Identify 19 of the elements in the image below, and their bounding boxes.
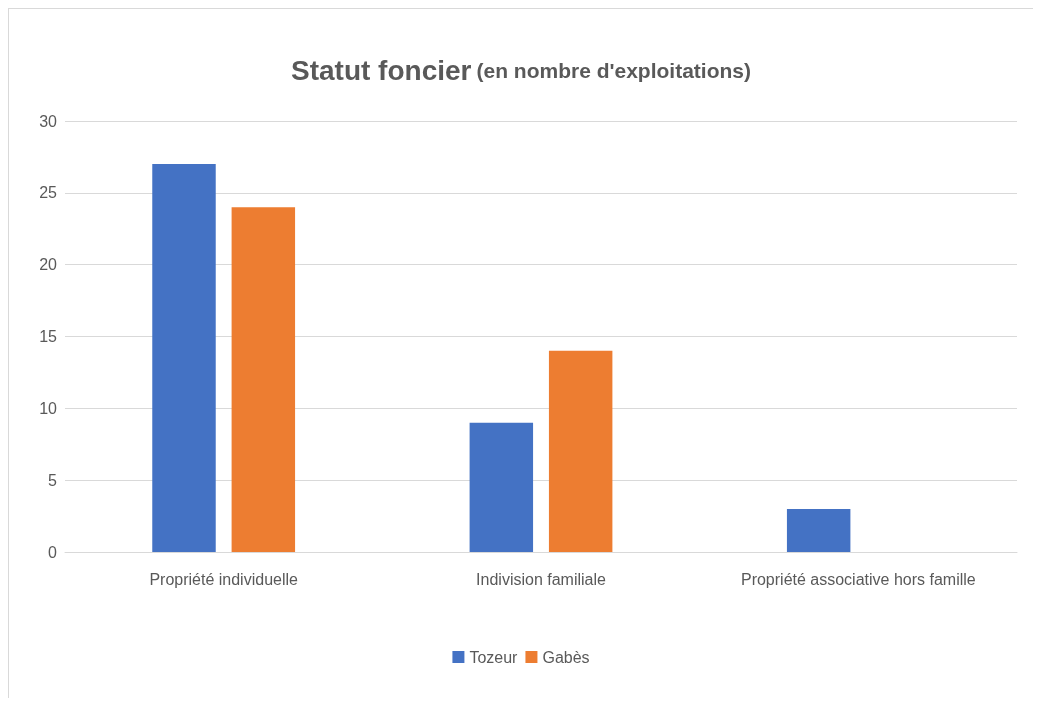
- x-tick-label: Propriété associative hors famille: [740, 570, 976, 588]
- y-tick-label: 15: [39, 328, 58, 345]
- y-tick-label: 5: [48, 471, 58, 489]
- bar: [786, 508, 851, 552]
- y-tick-label: 10: [39, 399, 58, 417]
- bar: [469, 422, 534, 552]
- y-tick-label: 20: [39, 256, 58, 274]
- x-tick-label: Indivision familiale: [476, 570, 607, 588]
- legend-label: Gabès: [542, 648, 590, 666]
- chart-title: Statut foncier: [291, 54, 472, 86]
- chart-subtitle: (en nombre d'exploitations): [476, 58, 751, 82]
- y-tick-label: 25: [39, 184, 58, 202]
- x-tick-label: Propriété individuelle: [149, 570, 299, 588]
- bar: [152, 164, 216, 552]
- bar: [231, 207, 296, 552]
- y-tick-label: 30: [39, 112, 58, 130]
- y-tick-label: 0: [48, 543, 58, 561]
- bar: [548, 350, 613, 552]
- legend-label: Tozeur: [469, 648, 519, 666]
